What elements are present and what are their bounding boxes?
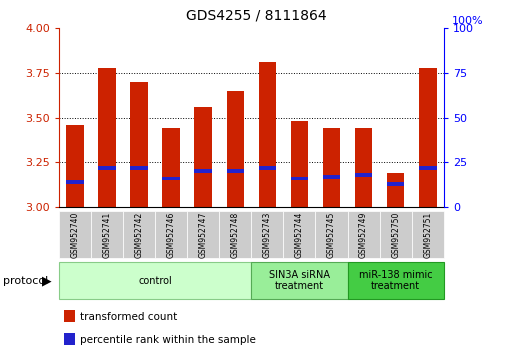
- Text: percentile rank within the sample: percentile rank within the sample: [80, 335, 255, 345]
- Bar: [66, 180, 84, 184]
- Text: GSM952742: GSM952742: [134, 211, 144, 258]
- Text: GSM952750: GSM952750: [391, 211, 400, 258]
- Text: SIN3A siRNA
treatment: SIN3A siRNA treatment: [269, 270, 330, 291]
- Bar: [227, 91, 244, 207]
- Bar: [419, 68, 437, 207]
- Bar: [355, 129, 372, 207]
- Bar: [387, 173, 404, 207]
- Bar: [163, 177, 180, 181]
- Text: GDS4255 / 8111864: GDS4255 / 8111864: [186, 9, 327, 23]
- Text: miR-138 mimic
treatment: miR-138 mimic treatment: [359, 270, 432, 291]
- Bar: [194, 107, 212, 207]
- Bar: [419, 166, 437, 170]
- Text: transformed count: transformed count: [80, 312, 177, 322]
- Text: protocol: protocol: [3, 275, 48, 286]
- Bar: [355, 173, 372, 177]
- Bar: [98, 68, 116, 207]
- Text: GSM952744: GSM952744: [295, 211, 304, 258]
- Text: GSM952748: GSM952748: [231, 211, 240, 258]
- Bar: [291, 177, 308, 181]
- Text: 100%: 100%: [452, 16, 484, 25]
- Text: GSM952747: GSM952747: [199, 211, 208, 258]
- Bar: [323, 175, 340, 179]
- Text: GSM952741: GSM952741: [103, 211, 112, 258]
- Bar: [98, 166, 116, 170]
- Text: GSM952751: GSM952751: [423, 211, 432, 258]
- Bar: [194, 169, 212, 173]
- Text: GSM952749: GSM952749: [359, 211, 368, 258]
- Bar: [227, 169, 244, 173]
- Text: ▶: ▶: [42, 274, 51, 287]
- Bar: [66, 125, 84, 207]
- Text: GSM952743: GSM952743: [263, 211, 272, 258]
- Bar: [259, 166, 276, 170]
- Text: GSM952740: GSM952740: [70, 211, 80, 258]
- Text: GSM952746: GSM952746: [167, 211, 176, 258]
- Text: control: control: [139, 275, 172, 286]
- Bar: [130, 166, 148, 170]
- Bar: [387, 182, 404, 186]
- Bar: [130, 82, 148, 207]
- Bar: [163, 129, 180, 207]
- Bar: [323, 129, 340, 207]
- Text: GSM952745: GSM952745: [327, 211, 336, 258]
- Bar: [291, 121, 308, 207]
- Bar: [259, 62, 276, 207]
